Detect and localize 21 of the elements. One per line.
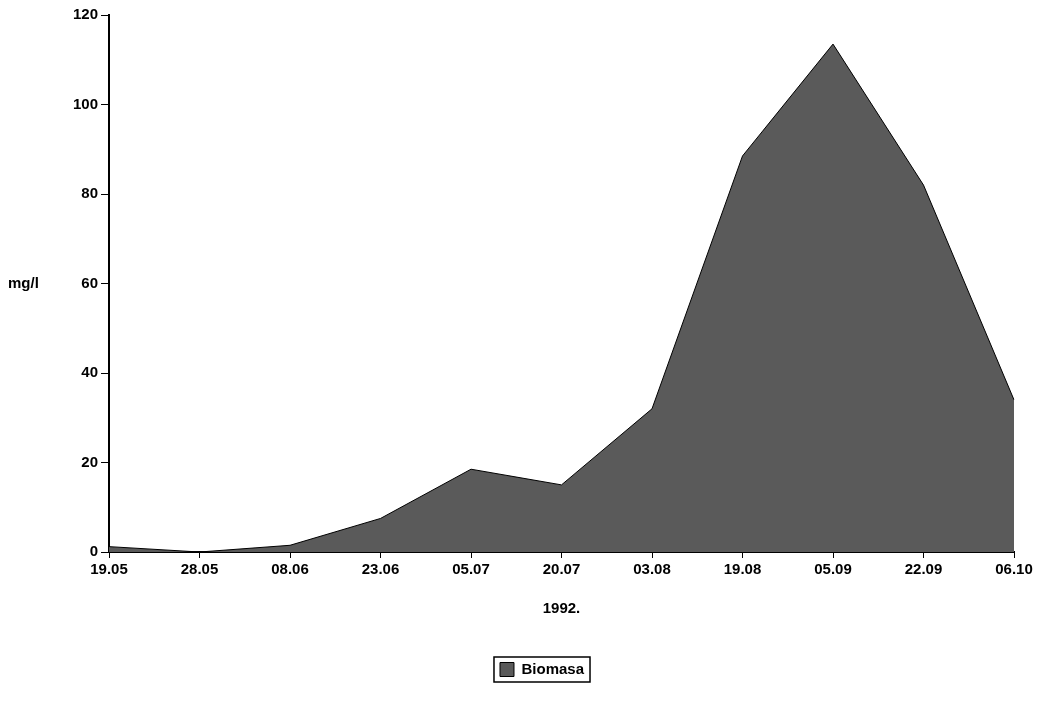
x-tick-label: 05.07	[452, 560, 490, 578]
x-tick-label: 23.06	[361, 560, 400, 578]
y-tick-label: 80	[81, 184, 99, 202]
x-axis-title: 1992.	[542, 599, 581, 617]
y-tick-label: 120	[73, 5, 99, 23]
x-tick-label: 19.05	[90, 560, 128, 578]
x-tick-label: 19.08	[723, 560, 762, 578]
x-tick-label: 06.10	[995, 560, 1033, 578]
x-tick-label: 08.06	[271, 560, 309, 578]
y-tick-label: 60	[81, 273, 99, 291]
x-tick-label: 03.08	[633, 560, 671, 578]
legend-label: Biomasa	[521, 659, 585, 677]
y-axis-title: mg/l	[8, 273, 39, 291]
y-tick-label: 0	[89, 542, 99, 560]
x-tick-label: 20.07	[542, 560, 581, 578]
x-tick-label: 22.09	[904, 560, 943, 578]
x-tick-label: 05.09	[814, 560, 852, 578]
y-tick-label: 100	[73, 94, 99, 112]
y-tick-label: 20	[81, 452, 99, 470]
x-tick-label: 28.05	[180, 560, 219, 578]
y-tick-label: 40	[81, 363, 99, 381]
